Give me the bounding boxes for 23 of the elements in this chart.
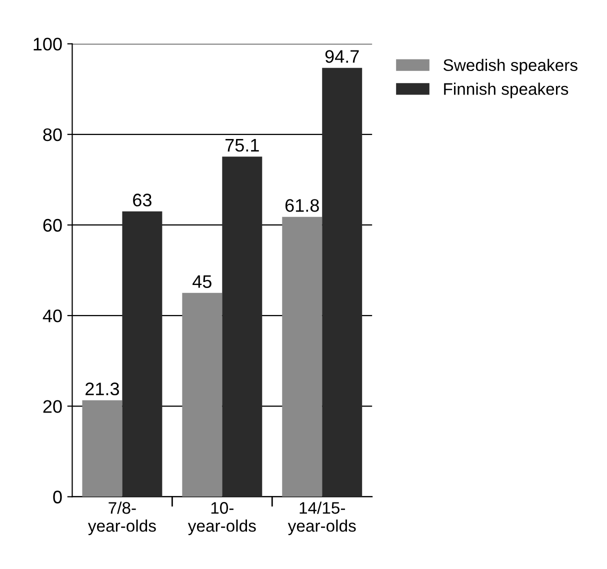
x-tick-label: 7/8- year-olds: [88, 502, 156, 536]
bar: [182, 292, 222, 497]
legend-label: Finnish speakers: [444, 82, 568, 98]
x-tick-label: 10- year-olds: [188, 502, 256, 536]
y-tick-label: 40: [42, 310, 62, 322]
bar: [82, 400, 122, 497]
y-tick-label: 0: [53, 490, 62, 504]
data-label: 61.8: [285, 199, 319, 212]
bar: [222, 156, 262, 497]
bar: [282, 216, 322, 497]
data-label: 21.3: [86, 382, 119, 396]
y-tick-label: 100: [34, 38, 62, 51]
y-tick-label: 80: [43, 128, 62, 142]
data-label: 45: [192, 275, 212, 288]
legend-label: Swedish speakers: [444, 58, 578, 74]
data-label: 94.7: [325, 50, 359, 63]
data-label: 75.1: [226, 139, 259, 152]
y-tick-label: 20: [43, 400, 62, 413]
bar: [322, 68, 362, 497]
data-label: 63: [133, 194, 152, 206]
y-tick-label: 60: [43, 218, 62, 232]
x-tick-label: 14/15- year-olds: [288, 502, 356, 536]
bar: [122, 211, 162, 497]
